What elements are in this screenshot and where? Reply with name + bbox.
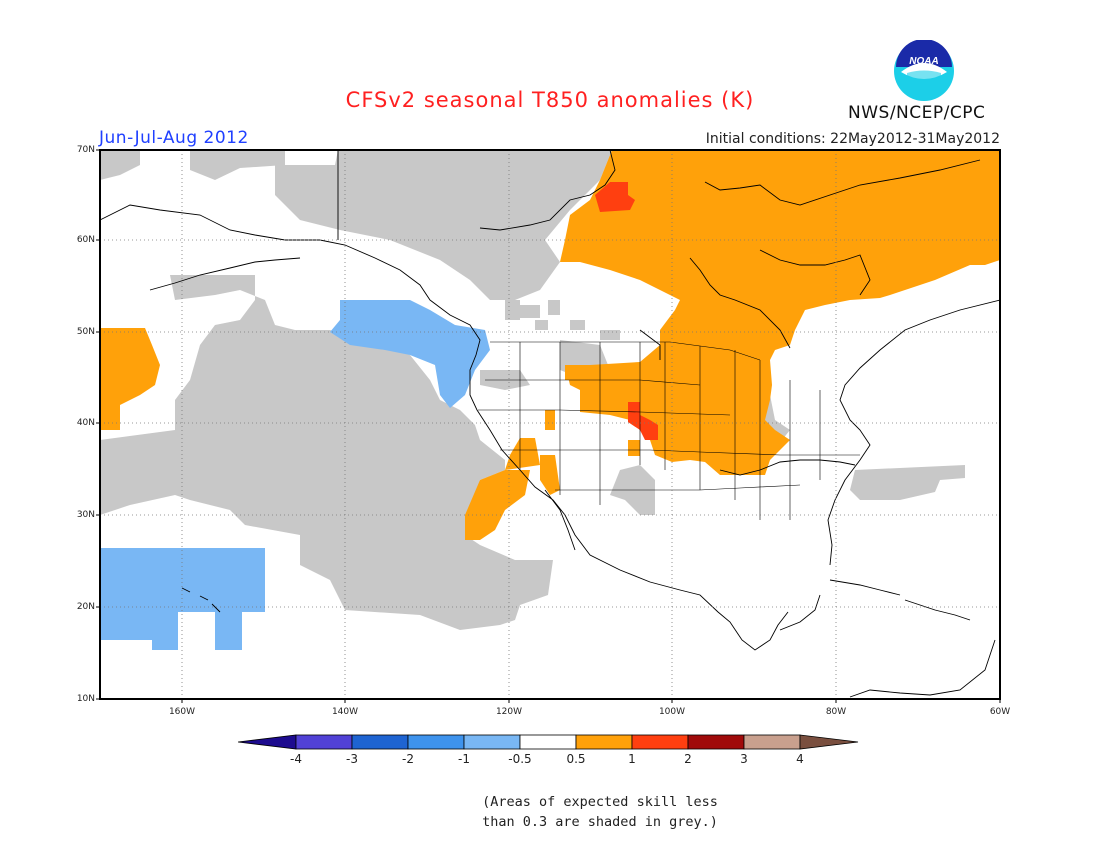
lat-label: 60N (76, 235, 95, 245)
warm-anomaly-areas-1-2 (595, 182, 658, 440)
colorbar-swatch (407, 734, 465, 750)
colorbar-swatch (687, 734, 745, 750)
noaa-logo-icon: NOAA (894, 40, 954, 101)
colorbar-arrow-high (799, 734, 859, 750)
lon-label: 120W (495, 707, 523, 717)
colorbar-label: -0.5 (508, 752, 532, 766)
logo-text: NOAA (909, 56, 938, 67)
colorbar-label: 2 (684, 752, 692, 766)
lat-label: 10N (76, 694, 95, 704)
colorbar-swatch (631, 734, 689, 750)
lon-label: 60W (989, 707, 1011, 717)
colorbar (238, 734, 859, 750)
colorbar-label: -1 (458, 752, 470, 766)
lat-label: 50N (76, 327, 95, 337)
lat-label: 30N (76, 510, 95, 520)
colorbar-label: 4 (796, 752, 804, 766)
lat-label: 70N (76, 145, 95, 155)
warm-anomaly-areas-05-1 (100, 150, 1000, 540)
colorbar-swatch (351, 734, 409, 750)
colorbar-label: -4 (290, 752, 302, 766)
colorbar-arrow-low (238, 734, 297, 750)
colorbar-label: -2 (402, 752, 414, 766)
colorbar-label: 3 (740, 752, 748, 766)
skill-footnote: (Areas of expected skill less than 0.3 a… (440, 792, 760, 832)
initial-conditions: Initial conditions: 22May2012-31May2012 (705, 131, 1000, 147)
colorbar-label: -3 (346, 752, 358, 766)
agency-label: NWS/NCEP/CPC (848, 103, 986, 123)
footnote-line: than 0.3 are shaded in grey.) (482, 814, 718, 830)
footnote-line: (Areas of expected skill less (482, 794, 718, 810)
forecast-period: Jun-Jul-Aug 2012 (99, 128, 249, 148)
colorbar-label: 1 (628, 752, 636, 766)
lat-label: 20N (76, 602, 95, 612)
state-borders (478, 341, 860, 520)
colorbar-swatch (519, 734, 577, 750)
colorbar-swatch (463, 734, 521, 750)
colorbar-swatch (575, 734, 633, 750)
lon-label: 100W (658, 707, 686, 717)
axis-ticks (96, 149, 1001, 703)
colorbar-swatch (743, 734, 801, 750)
lon-label: 140W (331, 707, 359, 717)
lon-label: 160W (168, 707, 196, 717)
lat-label: 40N (76, 418, 95, 428)
map-title: CFSv2 seasonal T850 anomalies (K) (345, 88, 755, 112)
colorbar-label: 0.5 (566, 752, 586, 766)
map-frame (99, 149, 1001, 700)
colorbar-swatch (295, 734, 353, 750)
lon-label: 80W (825, 707, 847, 717)
cool-anomaly-areas (100, 300, 490, 650)
